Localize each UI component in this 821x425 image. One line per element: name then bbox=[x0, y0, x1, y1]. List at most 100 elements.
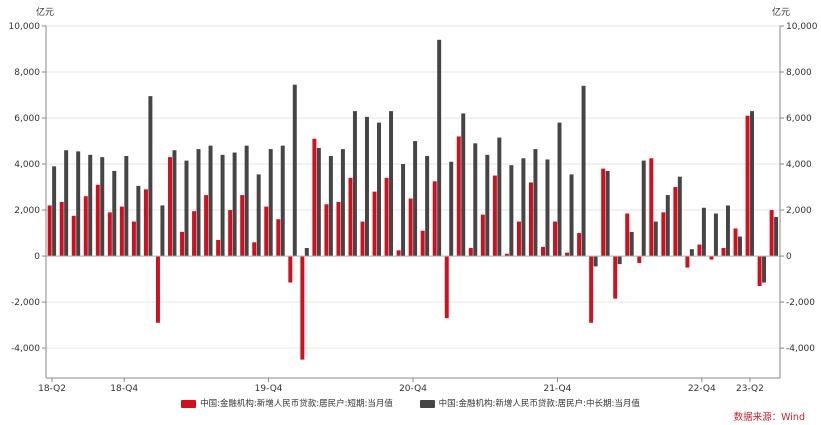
bar-short-term bbox=[107, 212, 112, 257]
bar-long-term bbox=[750, 111, 755, 257]
bar-long-term bbox=[220, 154, 225, 257]
y-tick-label-left: 8,000 bbox=[14, 68, 40, 78]
bar-short-term bbox=[625, 213, 630, 257]
bar-short-term bbox=[131, 221, 136, 257]
left-unit-label: 亿元 bbox=[36, 6, 54, 18]
bar-long-term bbox=[88, 154, 93, 257]
bar-short-term bbox=[673, 187, 678, 257]
bar-short-term bbox=[601, 168, 606, 257]
bar-short-term bbox=[420, 230, 425, 257]
bars bbox=[47, 39, 779, 360]
bar-long-term bbox=[352, 111, 357, 257]
bar-long-term bbox=[100, 157, 105, 257]
legend-label-long-term: 中国:金融机构:新增人民币贷款:居民户:中长期:当月值 bbox=[438, 399, 640, 409]
legend-swatch-long-term bbox=[419, 399, 435, 408]
bar-short-term bbox=[59, 202, 64, 257]
bar-long-term bbox=[328, 155, 333, 257]
bar-short-term bbox=[649, 158, 654, 257]
bar-long-term bbox=[581, 85, 586, 257]
bar-short-term bbox=[384, 177, 389, 257]
bar-long-term bbox=[413, 141, 418, 257]
bar-short-term bbox=[733, 228, 738, 257]
y-tick-label-left: 4,000 bbox=[14, 160, 40, 170]
bar-short-term bbox=[468, 248, 473, 257]
bar-short-term bbox=[721, 248, 726, 257]
bar-long-term bbox=[473, 143, 478, 257]
y-tick-label-left: 10,000 bbox=[9, 22, 41, 32]
y-tick-label-left: 2,000 bbox=[14, 206, 40, 216]
bar-short-term bbox=[276, 219, 281, 257]
bar-short-term bbox=[492, 175, 497, 257]
bar-short-term bbox=[192, 211, 197, 257]
bar-short-term bbox=[528, 182, 533, 257]
bar-short-term bbox=[71, 215, 76, 257]
bar-short-term bbox=[480, 214, 485, 257]
bar-short-term bbox=[83, 196, 88, 257]
bar-long-term bbox=[292, 84, 297, 257]
bar-long-term bbox=[316, 147, 321, 257]
bar-short-term bbox=[444, 256, 449, 319]
x-tick-label: 22-Q4 bbox=[688, 384, 716, 394]
bar-long-term bbox=[196, 149, 201, 257]
y-tick-label-left: 6,000 bbox=[14, 114, 40, 124]
y-tick-label-right: 6,000 bbox=[786, 114, 812, 124]
bar-long-term bbox=[677, 176, 682, 257]
bar-long-term bbox=[160, 205, 165, 257]
bar-short-term bbox=[180, 231, 185, 257]
bar-long-term bbox=[208, 145, 213, 257]
x-tick-label: 20-Q4 bbox=[399, 384, 427, 394]
legend-swatch-short-term bbox=[181, 399, 197, 408]
bar-long-term bbox=[713, 213, 718, 257]
y-tick-label-right: 0 bbox=[786, 252, 792, 262]
x-tick-label: 19-Q4 bbox=[255, 384, 283, 394]
bar-short-term bbox=[300, 256, 305, 360]
x-tick-label: 18-Q2 bbox=[38, 384, 66, 394]
x-tick-label: 23-Q2 bbox=[736, 384, 764, 394]
data-source-note: 数据来源：Wind bbox=[733, 412, 805, 423]
bar-long-term bbox=[545, 159, 550, 257]
bar-long-term bbox=[232, 152, 237, 257]
bar-short-term bbox=[324, 204, 329, 257]
bar-short-term bbox=[252, 242, 257, 257]
bar-short-term bbox=[228, 210, 233, 257]
bar-long-term bbox=[653, 221, 658, 257]
bar-long-term bbox=[665, 195, 670, 257]
tick-labels: 10,000 10,000 8,000 8,000 6,000 6,000 4,000 4,0… bbox=[9, 22, 818, 394]
bar-long-term bbox=[244, 145, 249, 257]
y-tick-label-right: 10,000 bbox=[786, 22, 818, 32]
bar-short-term bbox=[240, 195, 245, 257]
bar-long-term bbox=[701, 207, 706, 257]
bar-short-term bbox=[204, 195, 209, 257]
bar-long-term bbox=[268, 149, 273, 257]
bar-short-term bbox=[553, 221, 558, 257]
y-tick-label-right: 8,000 bbox=[786, 68, 812, 78]
bar-long-term bbox=[617, 256, 622, 265]
bar-long-term bbox=[425, 155, 430, 257]
bar-short-term bbox=[709, 256, 714, 260]
bar-short-term bbox=[504, 253, 509, 257]
bar-long-term bbox=[641, 160, 646, 257]
bar-long-term bbox=[76, 151, 81, 257]
bar-long-term bbox=[112, 170, 117, 257]
x-tick-label: 18-Q4 bbox=[110, 384, 138, 394]
bar-long-term bbox=[689, 249, 694, 257]
bar-short-term bbox=[637, 256, 642, 263]
bar-long-term bbox=[449, 161, 454, 257]
y-tick-label-right: -2,000 bbox=[786, 298, 815, 308]
bar-short-term bbox=[168, 157, 172, 257]
bar-short-term bbox=[613, 256, 618, 299]
bar-short-term bbox=[360, 221, 365, 257]
bar-short-term bbox=[216, 239, 221, 257]
bar-long-term bbox=[184, 160, 189, 257]
bar-long-term bbox=[437, 39, 442, 257]
bar-long-term bbox=[64, 150, 69, 257]
bar-long-term bbox=[725, 205, 730, 257]
bar-short-term bbox=[516, 221, 521, 257]
bar-long-term bbox=[280, 145, 285, 257]
bar-long-term bbox=[738, 236, 742, 257]
bar-long-term bbox=[593, 256, 598, 267]
bar-short-term bbox=[541, 246, 545, 257]
bar-long-term bbox=[52, 166, 57, 257]
